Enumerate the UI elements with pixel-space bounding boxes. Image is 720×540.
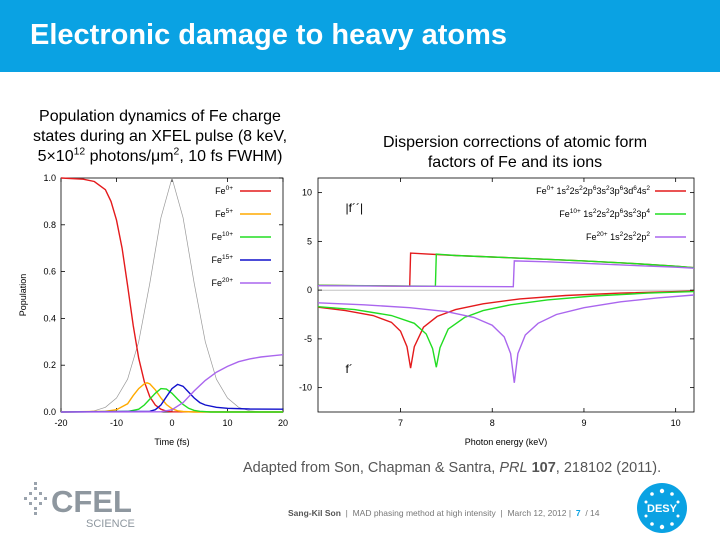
y-tick-label: 0.6 xyxy=(43,267,56,277)
plot-frame xyxy=(60,177,284,413)
f1-line-10plus xyxy=(317,290,695,368)
caption-part: photons/μm xyxy=(85,148,174,165)
cfel-logo-text: CFEL xyxy=(51,484,132,519)
right-chart-caption: Dispersion corrections of atomic form fa… xyxy=(350,133,680,173)
x-tick-label: 10 xyxy=(222,418,232,428)
curve-annotation: f´ xyxy=(346,362,353,376)
citation-post: , 218102 (2011). xyxy=(555,460,662,476)
footer-page: 7 xyxy=(575,508,581,518)
x-tick-label: 7 xyxy=(398,418,403,428)
legend-label: Fe0+ xyxy=(215,185,233,196)
slide-title: Electronic damage to heavy atoms xyxy=(30,19,508,51)
left-chart-caption: Population dynamics of Fe charge states … xyxy=(12,107,308,167)
f2-line-10plus xyxy=(317,253,695,287)
x-tick-label: 10 xyxy=(671,418,681,428)
citation-volume: 107 xyxy=(531,460,556,476)
footer-author: Sang-Kil Son xyxy=(288,508,341,518)
legend-label: Fe10+ xyxy=(211,231,233,242)
cfel-logo-subtext: SCIENCE xyxy=(86,518,135,530)
citation-journal: PRL xyxy=(499,460,528,476)
caption-part: , 10 fs FWHM) xyxy=(179,148,283,165)
left-caption-line3: 5×1012 photons/μm2, 10 fs FWHM) xyxy=(12,147,308,167)
x-axis-label: Photon energy (keV) xyxy=(465,437,548,447)
x-tick-label: 20 xyxy=(278,418,288,428)
right-caption-line2: factors of Fe and its ions xyxy=(427,154,603,171)
citation-pre: Adapted from Son, Chapman & Santra, xyxy=(243,460,500,476)
y-tick-label: -10 xyxy=(299,383,312,393)
desy-logo: DESY xyxy=(637,483,687,533)
right-caption-line1: Dispersion corrections of atomic form xyxy=(382,134,648,151)
y-tick-label: 0.0 xyxy=(43,407,56,417)
series-line-20plus xyxy=(60,354,284,413)
y-tick-label: 0 xyxy=(307,285,312,295)
y-tick-label: 0.2 xyxy=(43,360,56,370)
caption-part: 5×10 xyxy=(37,148,74,165)
left-caption-line2: states during an XFEL pulse (8 keV, xyxy=(32,128,288,145)
title-bar: Electronic damage to heavy atoms xyxy=(0,0,720,72)
legend-label: Fe20+ xyxy=(211,277,233,288)
footer-talk: MAD phasing method at high intensity xyxy=(352,508,496,518)
series-line-5plus xyxy=(60,382,283,413)
footer-separator: | xyxy=(345,508,348,518)
desy-logo-text: DESY xyxy=(647,503,678,515)
footer: Sang-Kil Son | MAD phasing method at hig… xyxy=(288,508,600,518)
f1-line-20plus xyxy=(317,294,695,383)
left-caption-line1: Population dynamics of Fe charge xyxy=(39,108,281,125)
series-line-0plus xyxy=(60,177,284,413)
legend-label: Fe5+ xyxy=(215,208,233,219)
x-tick-label: 8 xyxy=(490,418,495,428)
y-tick-label: 1.0 xyxy=(43,173,56,183)
footer-date: March 12, 2012 xyxy=(507,508,567,518)
x-tick-label: -20 xyxy=(54,418,67,428)
legend-label: Fe15+ xyxy=(211,254,233,265)
legend-label: Fe0+ 1s22s22p63s23p63d64s2 xyxy=(536,185,650,196)
legend-label: Fe20+ 1s22s22p2 xyxy=(586,231,650,242)
y-tick-label: -5 xyxy=(304,334,312,344)
population-chart: -20 -10 0 10 20 0.0 0.2 0.4 0.6 0.8 1.0 Time (fs) Po… xyxy=(18,173,288,447)
caption-sup: 12 xyxy=(73,146,86,158)
footer-total: / 14 xyxy=(585,508,600,518)
x-tick-label: 0 xyxy=(169,418,174,428)
y-tick-label: 5 xyxy=(307,236,312,246)
cfel-logo: CFEL SCIENCE xyxy=(24,482,135,530)
x-axis-label: Time (fs) xyxy=(154,437,189,447)
y-tick-label: 0.8 xyxy=(43,220,56,230)
pulse-profile-line xyxy=(61,176,283,413)
series-line-15plus xyxy=(60,383,284,413)
x-tick-label: 9 xyxy=(581,418,586,428)
dispersion-chart: 7 8 9 10 10 5 0 -5 -10 Photon energy (keV) |f´´| f´… xyxy=(299,177,695,447)
y-tick-label: 0.4 xyxy=(43,313,56,323)
footer-separator: | xyxy=(500,508,503,518)
f1-line-0plus xyxy=(317,290,695,369)
curve-annotation: |f´´| xyxy=(346,201,364,215)
y-axis-label: Population xyxy=(18,274,28,317)
f2-line-20plus xyxy=(317,260,695,288)
footer-separator: | xyxy=(568,508,572,518)
y-tick-label: 10 xyxy=(302,188,312,198)
series-line-10plus xyxy=(60,387,283,413)
caption-sup: 2 xyxy=(173,146,180,158)
x-tick-label: -10 xyxy=(110,418,123,428)
citation: Adapted from Son, Chapman & Santra, PRL … xyxy=(243,460,661,476)
legend-label: Fe10+ 1s22s22p63s23p4 xyxy=(559,208,650,219)
